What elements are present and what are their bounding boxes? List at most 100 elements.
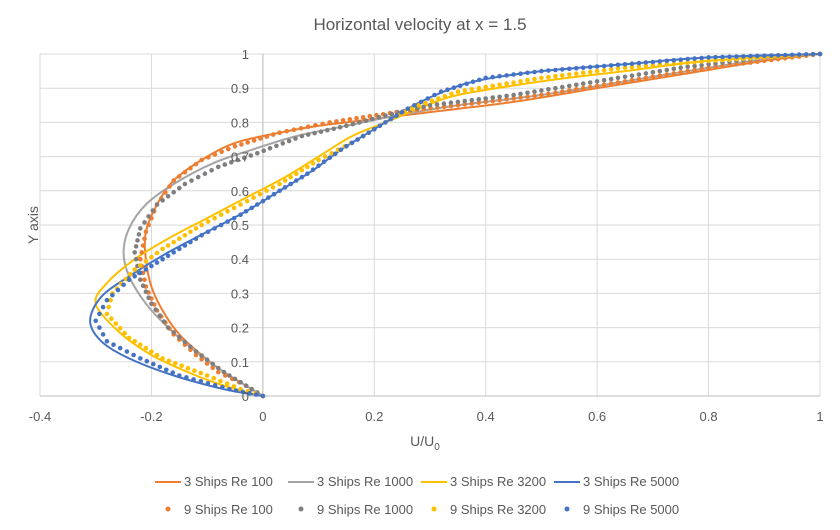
data-point: [476, 85, 482, 91]
data-point: [216, 164, 221, 170]
data-point: [580, 65, 586, 70]
y-tick-label: 0.8: [231, 115, 249, 130]
data-point: [438, 89, 444, 94]
data-point: [587, 84, 593, 90]
data-point: [340, 118, 346, 123]
data-point: [218, 378, 223, 384]
y-tick-label: 0.2: [231, 321, 249, 336]
data-point: [144, 358, 150, 364]
data-point: [160, 356, 165, 361]
data-point: [383, 113, 388, 118]
data-point: [97, 325, 102, 330]
data-point: [135, 238, 140, 243]
data-point: [455, 89, 461, 94]
data-point: [254, 150, 260, 156]
data-point: [518, 71, 523, 76]
data-point: [720, 63, 725, 69]
data-point: [305, 124, 311, 130]
legend-dot-swatch: [165, 506, 171, 512]
data-point: [104, 311, 110, 317]
data-point: [699, 66, 704, 72]
data-point: [280, 141, 286, 146]
data-point: [671, 66, 677, 72]
data-point: [560, 67, 565, 72]
data-point: [192, 368, 197, 373]
data-point: [165, 243, 171, 248]
data-point: [587, 69, 593, 75]
data-point: [139, 250, 144, 255]
data-point: [580, 85, 586, 91]
data-point: [113, 321, 119, 326]
data-point: [671, 61, 677, 66]
data-point: [115, 287, 121, 293]
data-point: [294, 178, 299, 183]
data-point: [713, 54, 718, 60]
data-point: [128, 271, 133, 277]
data-point: [448, 103, 454, 109]
data-point: [470, 79, 476, 85]
data-point: [212, 383, 218, 388]
data-point: [206, 155, 211, 160]
data-point: [629, 64, 635, 70]
data-point: [817, 51, 823, 57]
data-point: [539, 68, 544, 74]
data-point: [388, 116, 394, 122]
data-point: [449, 91, 454, 97]
data-point: [483, 96, 489, 101]
data-point: [553, 90, 558, 96]
data-point: [615, 75, 621, 81]
data-point: [243, 383, 249, 389]
data-point: [497, 94, 502, 100]
data-point: [483, 99, 489, 105]
data-point: [423, 100, 428, 106]
data-point: [775, 53, 781, 58]
data-point: [160, 256, 165, 262]
data-point: [650, 74, 656, 80]
data-point: [249, 205, 254, 211]
data-point: [678, 69, 683, 75]
data-point: [100, 332, 106, 337]
data-point: [344, 144, 349, 149]
data-point: [109, 316, 114, 322]
data-point: [282, 178, 288, 183]
data-point: [338, 147, 344, 153]
y-tick-label: 0.5: [231, 218, 249, 233]
data-point: [205, 229, 211, 235]
data-point: [357, 120, 362, 125]
x-tick-label: 1: [816, 409, 823, 424]
data-point: [629, 61, 635, 66]
data-point: [372, 126, 377, 132]
data-point: [594, 68, 600, 74]
data-point: [299, 168, 305, 173]
data-point: [171, 178, 176, 183]
data-point: [622, 62, 628, 67]
data-point: [117, 326, 123, 331]
data-point: [532, 76, 537, 82]
data-point: [789, 52, 795, 58]
data-point: [222, 162, 228, 167]
data-point: [132, 339, 137, 344]
data-point: [325, 127, 330, 133]
data-point: [291, 127, 297, 132]
y-tick-label: 0: [242, 389, 249, 404]
data-point: [432, 92, 437, 98]
data-point: [337, 125, 343, 130]
data-point: [782, 52, 788, 58]
y-tick-label: 0.4: [231, 252, 249, 267]
legend-label: 9 Ships Re 1000: [317, 502, 413, 517]
data-point: [399, 109, 405, 115]
x-tick-label: 0: [259, 409, 266, 424]
data-point: [143, 289, 149, 295]
data-point: [445, 87, 450, 92]
x-tick-label: 0.6: [588, 409, 606, 424]
y-tick-label: 1: [242, 47, 249, 62]
data-point: [247, 391, 252, 396]
data-point: [199, 233, 204, 238]
data-point: [104, 339, 110, 344]
legend-dot-swatch: [564, 506, 570, 512]
data-point: [277, 188, 282, 194]
data-point: [225, 219, 230, 224]
data-point: [650, 63, 656, 68]
data-point: [305, 132, 311, 137]
data-point: [366, 130, 372, 135]
